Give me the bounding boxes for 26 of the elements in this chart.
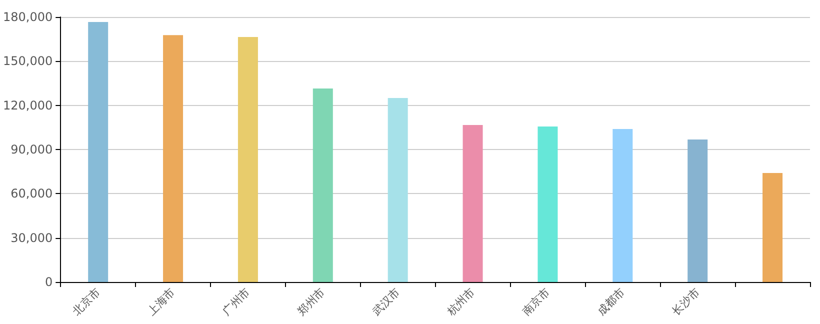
y-tick-label: 150,000 <box>3 54 53 68</box>
x-tick-label: 郑州市 <box>294 285 328 318</box>
x-tick-label: 北京市 <box>70 285 103 318</box>
bar <box>88 22 108 282</box>
x-tick-label: 广州市 <box>220 285 253 318</box>
y-tick-label: 120,000 <box>3 98 53 112</box>
bar <box>238 37 258 282</box>
bar <box>688 139 708 282</box>
bar <box>612 129 633 282</box>
y-tick-label: 60,000 <box>10 186 53 201</box>
bar <box>312 88 333 282</box>
y-tick-label: 90,000 <box>10 142 53 156</box>
y-tick-label: 30,000 <box>10 230 53 245</box>
bar <box>462 125 483 282</box>
x-tick-label: 南京市 <box>520 285 552 318</box>
x-tick-label: 长沙市 <box>670 285 702 318</box>
bar <box>762 173 783 282</box>
x-tick-label: 武汉市 <box>370 285 402 318</box>
y-tick-label: 0 <box>44 275 53 289</box>
bar <box>388 98 408 282</box>
x-tick-label: 成都市 <box>594 285 628 318</box>
bar <box>538 126 558 282</box>
x-tick-label: 杭州市 <box>444 285 478 319</box>
bar <box>163 35 184 282</box>
x-tick-label: 上海市 <box>145 285 178 318</box>
y-tick-label: 180,000 <box>3 10 53 24</box>
